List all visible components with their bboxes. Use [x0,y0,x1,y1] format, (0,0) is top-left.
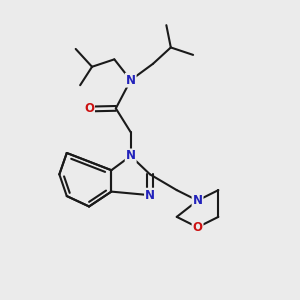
Text: N: N [126,149,136,162]
Text: N: N [193,194,202,207]
Text: N: N [145,189,155,202]
Text: O: O [84,103,94,116]
Text: O: O [193,221,202,234]
Text: N: N [126,74,136,87]
